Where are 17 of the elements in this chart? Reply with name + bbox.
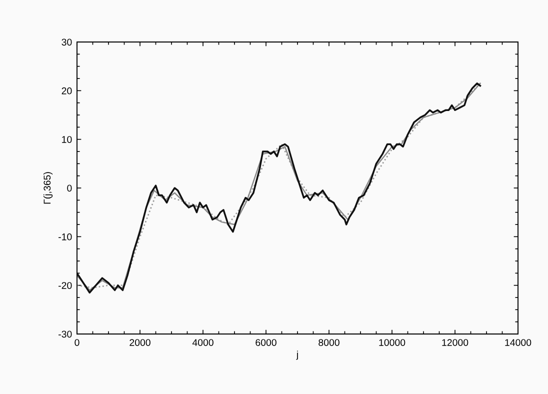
y-tick-label: -10 <box>58 233 72 240</box>
x-tick-label: 8000 <box>318 339 340 346</box>
x-axis-title: j <box>296 350 298 360</box>
y-tick-label: -20 <box>58 282 72 289</box>
x-tick-label: 12000 <box>442 339 468 346</box>
y-tick-label: 20 <box>62 87 72 94</box>
x-tick-label: 10000 <box>379 339 406 346</box>
x-tick-label: 2000 <box>130 339 150 346</box>
x-tick-label: 14000 <box>505 339 532 346</box>
x-tick-label: 6000 <box>256 339 276 346</box>
x-tick-label: 4000 <box>192 339 214 346</box>
x-tick-label: 0 <box>74 339 80 346</box>
y-tick-label: 0 <box>67 184 72 192</box>
y-tick-label: -30 <box>58 330 72 338</box>
y-tick-label: 30 <box>62 38 72 46</box>
y-tick-label: 10 <box>62 136 72 143</box>
y-axis-title: Γ(j,365) <box>43 172 53 204</box>
